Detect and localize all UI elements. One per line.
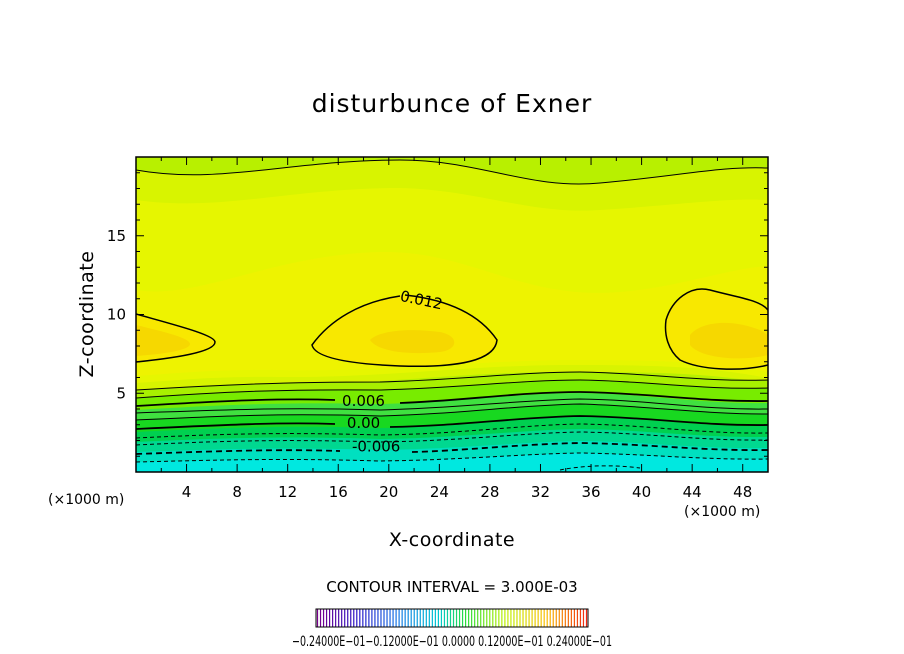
x-tick-label: 32	[531, 483, 550, 501]
contour-line-neg-4	[559, 465, 641, 471]
y-tick-label: 15	[107, 227, 126, 245]
x-tick-label: 48	[733, 483, 752, 501]
contour-line-left-blob	[136, 313, 216, 363]
contour-line-center-blob	[311, 294, 498, 368]
chart-title: disturbunce of Exner	[312, 89, 593, 118]
colorbar	[315, 608, 589, 628]
contour-line-006	[136, 391, 768, 407]
contour-line-neg-2	[136, 431, 768, 446]
x-tick-label: 28	[480, 483, 499, 501]
contour-line-neg-006	[136, 442, 768, 455]
x-unit-left: (×1000 m)	[48, 492, 124, 508]
contour-label: 0.00	[347, 414, 380, 432]
contour-line-3	[136, 398, 768, 414]
y-axis-label: Z-coordinate	[76, 251, 98, 378]
contour-label: 0.006	[342, 392, 385, 410]
contour-line-2	[136, 379, 768, 399]
contour-lines	[136, 159, 768, 471]
y-axis-ticks: 5 10 15	[107, 172, 768, 457]
x-tick-label: 44	[683, 483, 702, 501]
colorbar-frame	[315, 608, 589, 628]
contour-label: -0.006	[352, 438, 400, 456]
x-tick-label: 4	[182, 483, 192, 501]
filled-contours	[136, 157, 768, 472]
colorbar-labels: −0.24000E−01−0.12000E−01 0.0000 0.12000E…	[292, 634, 612, 650]
contour-interval-text: CONTOUR INTERVAL = 3.000E-03	[326, 578, 577, 596]
x-tick-label: 40	[632, 483, 651, 501]
x-tick-label: 24	[430, 483, 449, 501]
contour-line-neg-1	[136, 423, 768, 439]
x-axis-ticks: 4 8 12 16 20 24 28 32 36 40 44 48	[160, 157, 752, 501]
blob-right-inner	[690, 322, 768, 359]
x-tick-label: 36	[581, 483, 600, 501]
x-unit-right: (×1000 m)	[684, 504, 760, 520]
contour-line-top	[136, 159, 768, 185]
x-tick-label: 12	[278, 483, 297, 501]
contour-line-000	[136, 415, 768, 430]
contour-line-4	[136, 403, 768, 421]
x-tick-label: 8	[232, 483, 242, 501]
contour-line-neg-3	[136, 452, 768, 463]
y-tick-label: 10	[107, 306, 126, 324]
contour-line-1	[136, 371, 768, 391]
blob-center-inner	[370, 330, 455, 354]
blob-left-inner	[136, 325, 190, 356]
x-axis-label: X-coordinate	[389, 529, 515, 551]
x-tick-label: 20	[379, 483, 398, 501]
contour-line-right-blob	[664, 288, 768, 370]
band-cyan	[136, 453, 768, 472]
y-tick-label: 5	[116, 384, 126, 402]
x-tick-label: 16	[329, 483, 348, 501]
